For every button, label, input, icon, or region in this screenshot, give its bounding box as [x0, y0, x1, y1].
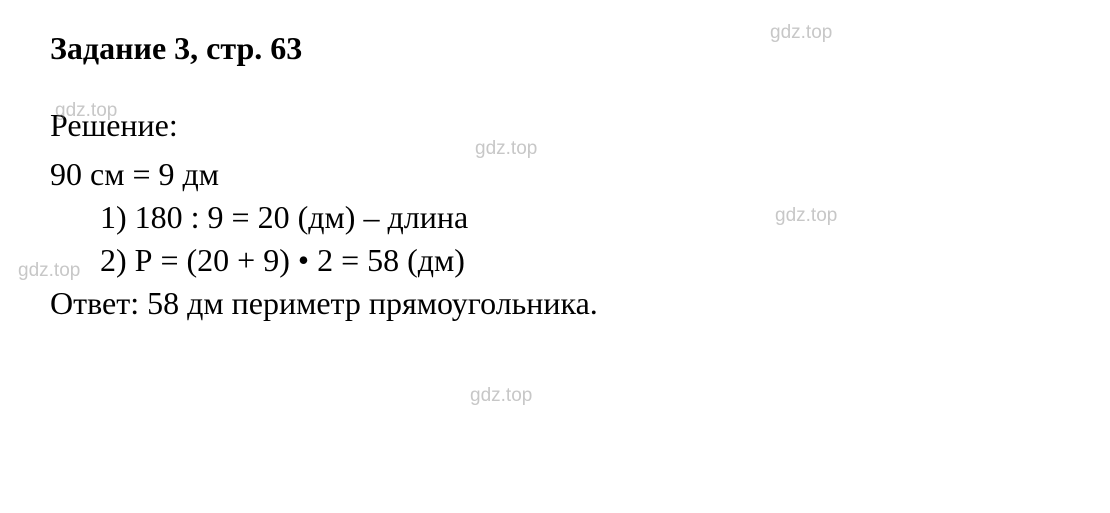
conversion-line: 90 см = 9 дм: [50, 156, 1060, 193]
solution-label: Решение:: [50, 107, 1060, 144]
task-heading: Задание 3, стр. 63: [50, 30, 1060, 67]
answer-line: Ответ: 58 дм периметр прямоугольника.: [50, 285, 1060, 322]
watermark-6: gdz.top: [470, 385, 532, 407]
step-1-line: 1) 180 : 9 = 20 (дм) – длина: [50, 199, 1060, 236]
step-2-line: 2) Р = (20 + 9) • 2 = 58 (дм): [50, 242, 1060, 279]
